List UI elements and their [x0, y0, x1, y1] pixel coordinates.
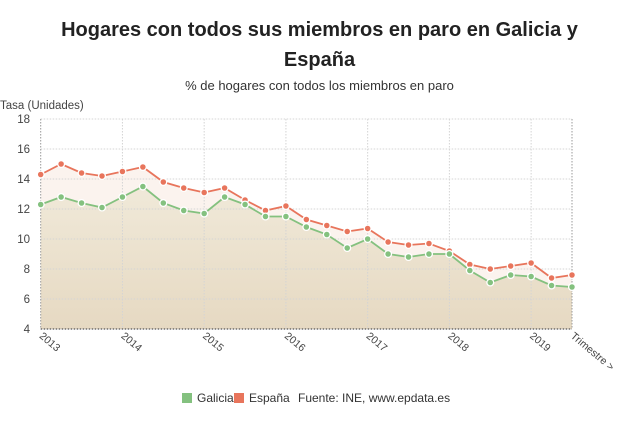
svg-text:12: 12	[17, 204, 30, 216]
svg-text:10: 10	[17, 234, 30, 246]
svg-text:14: 14	[17, 174, 30, 186]
svg-text:Tasa (Unidades): Tasa (Unidades)	[0, 100, 84, 112]
svg-text:16: 16	[17, 144, 30, 156]
svg-text:18: 18	[17, 114, 30, 126]
svg-text:6: 6	[24, 294, 30, 306]
svg-text:4: 4	[24, 324, 31, 336]
svg-text:8: 8	[24, 264, 30, 276]
